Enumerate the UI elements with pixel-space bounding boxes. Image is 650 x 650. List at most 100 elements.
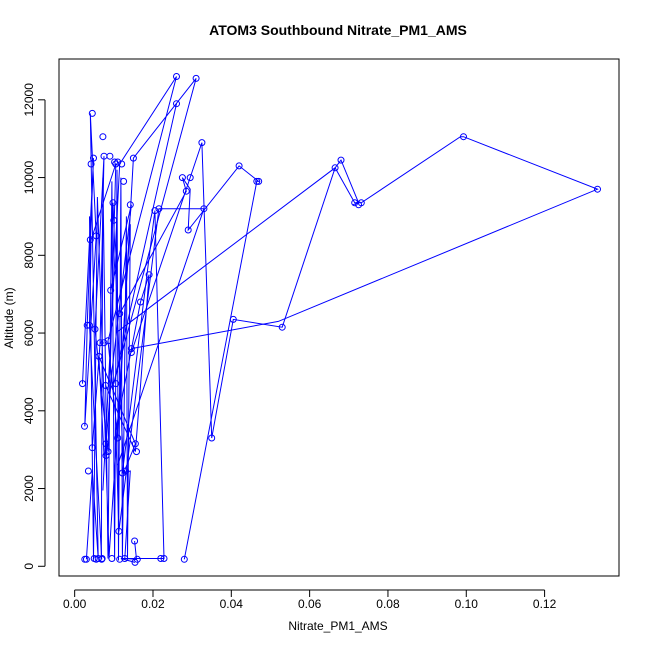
y-tick-label: 10000 [22,161,36,195]
data-point [155,205,163,213]
series-layer [82,76,599,563]
data-point [116,555,124,563]
data-point [137,298,144,306]
data-point [200,205,208,213]
y-tick-label: 2000 [22,475,36,502]
data-point [104,448,112,456]
data-point [121,555,129,562]
x-tick-label: 0.04 [220,597,244,611]
data-point [88,109,96,117]
data-point [173,100,180,108]
data-point [131,440,139,448]
data-point [208,434,216,442]
data-point [229,315,237,323]
x-tick-label: 0.10 [455,597,479,611]
data-point [106,152,114,160]
data-point [337,156,345,164]
data-point [116,310,124,318]
data-point [460,133,467,141]
data-point [133,555,141,563]
data-point [107,286,115,294]
y-tick-label: 0 [22,563,36,570]
data-point [127,345,135,353]
series-line [119,165,261,560]
data-point [173,73,180,80]
data-point [91,325,99,333]
data-point [186,174,194,182]
data-point [351,199,359,207]
data-point [95,352,103,360]
data-point [88,444,96,452]
data-point [94,555,102,562]
y-axis: 0 2000 4000 6000 8000 10000 12000 [22,83,46,570]
x-tick-label: 0.02 [141,597,165,611]
data-point [255,177,263,185]
x-tick-label: 0.06 [298,597,322,611]
x-axis-label: Nitrate_PM1_AMS [288,619,387,633]
y-tick-label: 8000 [22,242,36,269]
series-line [115,136,599,350]
data-point [160,555,168,562]
series-line [89,169,131,561]
data-point [127,349,135,356]
x-tick-label: 0.12 [533,597,557,611]
data-point [87,160,95,168]
data-point [110,216,118,224]
data-point [96,339,104,347]
data-point [331,164,339,172]
data-point [108,555,116,562]
data-point [92,232,100,240]
data-point [90,154,97,162]
data-point [86,321,93,329]
data-point [157,555,165,562]
y-axis-label: Altitude (m) [2,287,16,348]
data-point [126,201,134,209]
data-point [253,177,261,185]
data-point [357,199,365,207]
data-point [102,452,110,459]
data-point [115,527,123,535]
data-point [118,160,126,168]
data-point [235,162,243,170]
data-point [100,339,108,347]
data-point [184,226,192,234]
data-point [104,337,112,345]
data-point [182,187,190,195]
data-point [84,467,92,475]
data-point [86,236,94,244]
data-point [120,177,128,185]
data-point [114,158,122,166]
data-point [129,154,137,162]
data-point [83,321,91,329]
data-point [145,271,153,279]
y-tick-label: 6000 [22,319,36,346]
data-point [131,537,139,545]
data-point [109,199,117,207]
x-tick-label: 0.08 [376,597,400,611]
data-point [198,139,206,147]
data-point [102,382,110,389]
data-point [99,133,107,141]
data-point [192,74,200,82]
y-tick-label: 12000 [22,83,36,117]
plot-frame [58,58,620,577]
data-point [178,174,186,182]
data-point [122,467,130,475]
data-point [151,207,159,215]
data-point [278,323,286,331]
data-point [133,448,140,456]
data-point [98,555,106,562]
data-point [180,555,188,563]
data-point [112,380,120,388]
data-point [114,434,122,442]
x-tick-label: 0.00 [63,597,87,611]
y-tick-label: 4000 [22,397,36,424]
data-point [82,555,90,563]
data-point [594,185,601,193]
series-line [130,142,360,439]
data-point [79,380,86,388]
points-layer [79,73,601,566]
data-point [102,440,110,448]
data-point [81,422,88,430]
